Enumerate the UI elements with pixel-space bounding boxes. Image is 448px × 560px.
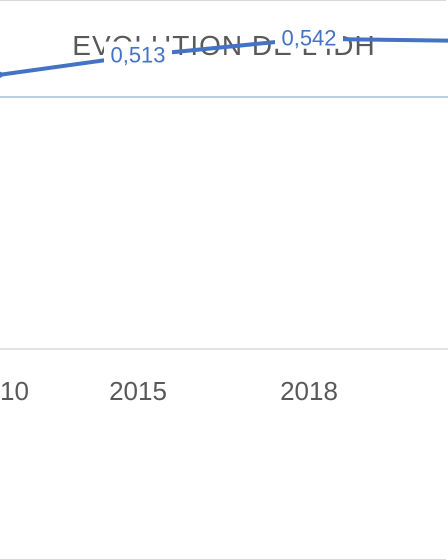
x-tick-label: 2015	[109, 376, 167, 406]
data-label-background	[104, 41, 172, 66]
data-label: 0,513	[110, 43, 165, 68]
data-label-background	[275, 24, 343, 49]
data-label: 0,542	[281, 26, 336, 51]
series-line	[0, 36, 448, 77]
x-tick-label: 2018	[280, 376, 338, 406]
data-point	[0, 71, 3, 78]
x-tick-label: 2010	[0, 376, 29, 406]
